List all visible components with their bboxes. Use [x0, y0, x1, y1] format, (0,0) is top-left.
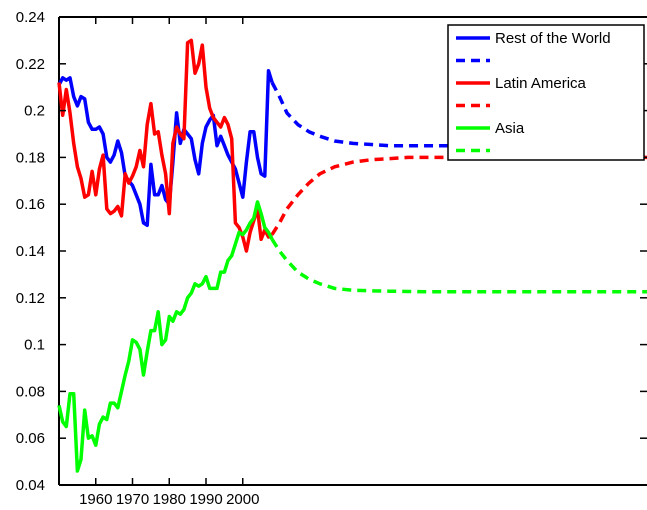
series-line-2 [57, 38, 274, 253]
legend-label-2: Latin America [495, 75, 587, 92]
y-tick-label: 0.18 [16, 149, 45, 166]
series-line-5 [270, 238, 647, 294]
y-tick-label: 0.2 [24, 103, 45, 120]
legend-label-4: Asia [495, 120, 525, 137]
series-line-4 [57, 200, 274, 473]
y-tick-label: 0.08 [16, 383, 45, 400]
y-tick-label: 0.04 [16, 477, 45, 494]
y-tick-label: 0.1 [24, 337, 45, 354]
y-tick-label: 0.22 [16, 56, 45, 73]
y-tick-label: 0.06 [16, 430, 45, 447]
series-line-3 [270, 155, 647, 236]
x-tick-label: 2000 [226, 491, 259, 508]
x-tick-label: 1980 [153, 491, 186, 508]
y-tick-label: 0.24 [16, 9, 45, 26]
y-tick-label: 0.12 [16, 290, 45, 307]
y-tick-label: 0.14 [16, 243, 45, 260]
legend-box [447, 24, 645, 161]
legend-label-0: Rest of the World [495, 30, 611, 47]
x-tick-label: 1990 [189, 491, 222, 508]
chart-legend: Rest of the World Latin America Asia [447, 24, 645, 161]
x-tick-label: 1970 [116, 491, 149, 508]
chart-ticks: 0.04 0.06 0.08 0.1 0.12 0.14 0.16 0.18 0.2 0.22 0.… [16, 9, 647, 508]
series-line-0 [57, 69, 274, 228]
x-tick-label: 1960 [79, 491, 112, 508]
y-tick-label: 0.16 [16, 196, 45, 213]
